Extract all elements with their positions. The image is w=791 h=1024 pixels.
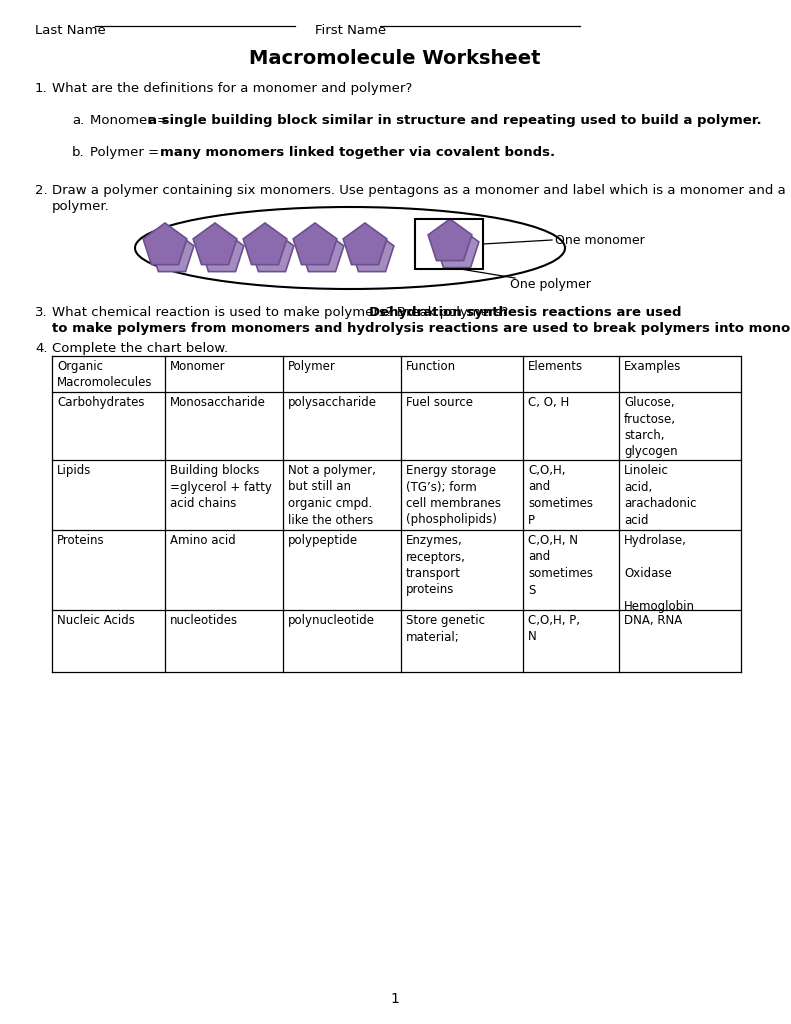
Polygon shape	[250, 230, 294, 271]
Text: Monomer: Monomer	[170, 360, 225, 373]
Text: polysaccharide: polysaccharide	[288, 396, 377, 409]
Text: Complete the chart below.: Complete the chart below.	[52, 342, 228, 355]
Text: Examples: Examples	[624, 360, 681, 373]
Text: 1.: 1.	[35, 82, 47, 95]
Text: Lipids: Lipids	[57, 464, 92, 477]
Text: Not a polymer,
but still an
organic cmpd.
like the others: Not a polymer, but still an organic cmpd…	[288, 464, 376, 526]
Text: nucleotides: nucleotides	[170, 614, 238, 627]
Text: Dehydration synthesis reactions are used: Dehydration synthesis reactions are used	[369, 306, 682, 319]
Text: Last Name: Last Name	[35, 24, 106, 37]
Text: Polymer: Polymer	[288, 360, 336, 373]
Polygon shape	[193, 223, 237, 264]
Text: One polymer: One polymer	[510, 278, 591, 291]
Polygon shape	[300, 230, 344, 271]
Text: First Name: First Name	[315, 24, 386, 37]
Text: C,O,H,
and
sometimes
P: C,O,H, and sometimes P	[528, 464, 593, 526]
Text: Enzymes,
receptors,
transport
proteins: Enzymes, receptors, transport proteins	[406, 534, 466, 597]
Text: a single building block similar in structure and repeating used to build a polym: a single building block similar in struc…	[148, 114, 762, 127]
Text: Proteins: Proteins	[57, 534, 104, 547]
Text: 4.: 4.	[35, 342, 47, 355]
Polygon shape	[243, 223, 287, 264]
Text: What are the definitions for a monomer and polymer?: What are the definitions for a monomer a…	[52, 82, 412, 95]
Text: Carbohydrates: Carbohydrates	[57, 396, 145, 409]
Polygon shape	[435, 226, 479, 267]
Text: Monosaccharide: Monosaccharide	[170, 396, 266, 409]
Text: C,O,H, P,
N: C,O,H, P, N	[528, 614, 580, 643]
Text: Energy storage
(TG’s); form
cell membranes
(phospholipids): Energy storage (TG’s); form cell membran…	[406, 464, 501, 526]
Polygon shape	[350, 230, 394, 271]
Text: Glucose,
fructose,
starch,
glycogen: Glucose, fructose, starch, glycogen	[624, 396, 678, 459]
Text: C, O, H: C, O, H	[528, 396, 570, 409]
Text: 1: 1	[391, 992, 399, 1006]
Text: Function: Function	[406, 360, 456, 373]
Polygon shape	[293, 223, 337, 264]
Text: Draw a polymer containing six monomers. Use pentagons as a monomer and label whi: Draw a polymer containing six monomers. …	[52, 184, 785, 197]
Text: Monomer =: Monomer =	[90, 114, 168, 127]
Polygon shape	[343, 223, 387, 264]
Text: polymer.: polymer.	[52, 200, 110, 213]
Text: C,O,H, N
and
sometimes
S: C,O,H, N and sometimes S	[528, 534, 593, 597]
Text: Elements: Elements	[528, 360, 583, 373]
Text: to make polymers from monomers and hydrolysis reactions are used to break polyme: to make polymers from monomers and hydro…	[52, 322, 791, 335]
Text: Hydrolase,

Oxidase

Hemoglobin: Hydrolase, Oxidase Hemoglobin	[624, 534, 695, 613]
Polygon shape	[428, 219, 472, 260]
Text: Macromolecule Worksheet: Macromolecule Worksheet	[249, 49, 541, 68]
Text: Nucleic Acids: Nucleic Acids	[57, 614, 135, 627]
Text: polynucleotide: polynucleotide	[288, 614, 375, 627]
Polygon shape	[150, 230, 194, 271]
Text: What chemical reaction is used to make polymers? Break polymers?: What chemical reaction is used to make p…	[52, 306, 513, 319]
Text: polypeptide: polypeptide	[288, 534, 358, 547]
Polygon shape	[200, 230, 244, 271]
Text: Amino acid: Amino acid	[170, 534, 236, 547]
Text: 2.: 2.	[35, 184, 47, 197]
Text: Store genetic
material;: Store genetic material;	[406, 614, 485, 643]
Text: 3.: 3.	[35, 306, 47, 319]
Text: b.: b.	[72, 146, 85, 159]
Text: One monomer: One monomer	[555, 233, 645, 247]
Text: Linoleic
acid,
arachadonic
acid: Linoleic acid, arachadonic acid	[624, 464, 697, 526]
Text: a.: a.	[72, 114, 85, 127]
Text: DNA, RNA: DNA, RNA	[624, 614, 683, 627]
Text: many monomers linked together via covalent bonds.: many monomers linked together via covale…	[160, 146, 555, 159]
Polygon shape	[143, 223, 187, 264]
Text: Building blocks
=glycerol + fatty
acid chains: Building blocks =glycerol + fatty acid c…	[170, 464, 272, 510]
Text: Fuel source: Fuel source	[406, 396, 473, 409]
Text: Polymer =: Polymer =	[90, 146, 159, 159]
Text: Organic
Macromolecules: Organic Macromolecules	[57, 360, 153, 389]
Bar	[415, 219, 483, 269]
